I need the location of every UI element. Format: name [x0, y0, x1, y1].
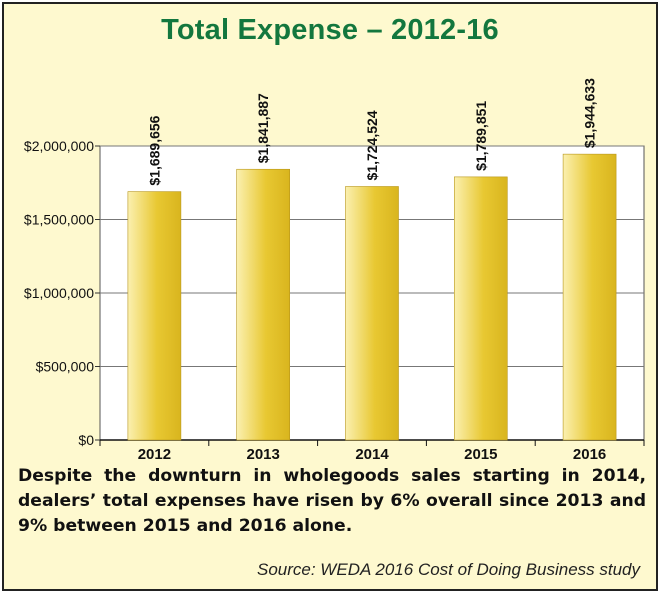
bar-value-label: $1,944,633 — [582, 78, 598, 148]
y-tick-label: $2,000,000 — [24, 138, 94, 154]
y-tick-label: $1,500,000 — [24, 212, 94, 228]
source-note: Source: WEDA 2016 Cost of Doing Business… — [257, 560, 640, 579]
chart-title: Total Expense – 2012-16 — [161, 14, 499, 46]
bar-value-label: $1,841,887 — [255, 93, 271, 163]
x-tick-label: 2012 — [138, 446, 171, 463]
bar-value-label: $1,724,524 — [364, 110, 380, 180]
x-tick-label: 2016 — [573, 446, 606, 463]
x-tick-label: 2014 — [355, 446, 389, 463]
bar — [236, 168, 290, 441]
x-tick-label: 2013 — [247, 446, 280, 463]
bar — [453, 176, 508, 441]
bar-value-label: $1,689,656 — [146, 115, 162, 185]
y-tick-label: $1,000,000 — [24, 285, 94, 301]
chart-caption: Despite the downturn in wholegoods sales… — [18, 466, 646, 536]
bar — [127, 191, 182, 441]
bar-chart: $0 $500,000 $1,000,000 $1,500,000 $2,000,000… — [24, 78, 645, 463]
y-tick-label: $0 — [78, 432, 94, 448]
bar-value-label: $1,789,851 — [473, 101, 489, 171]
y-tick-label: $500,000 — [36, 359, 95, 375]
x-tick-label: 2015 — [464, 446, 497, 463]
bar — [345, 186, 399, 441]
bar — [562, 153, 617, 441]
